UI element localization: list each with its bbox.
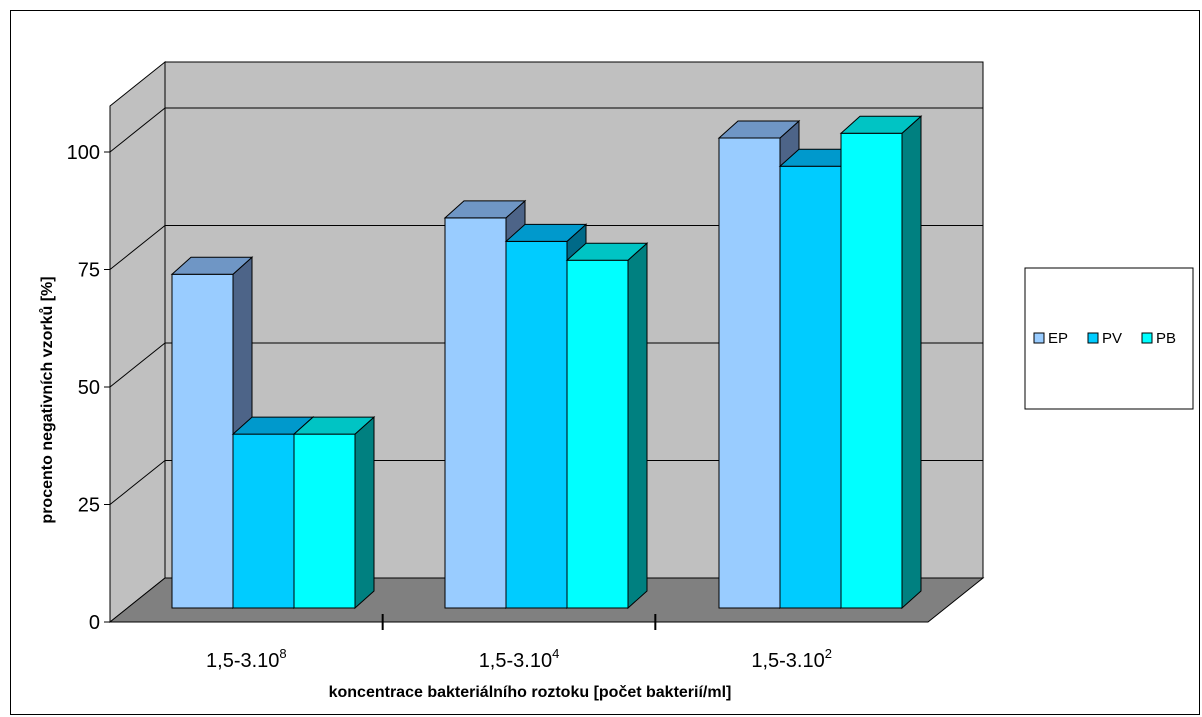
gridline-side [109, 225, 166, 270]
legend-swatch [1033, 332, 1045, 344]
bar-front [171, 273, 234, 609]
bar-top [839, 115, 923, 134]
bar-front [779, 165, 842, 609]
x-tick-label: 1,5-3.102 [751, 646, 832, 672]
y-axis-title: procento negativních vzorků [%] [39, 276, 56, 523]
x-tick-label: 1,5-3.108 [206, 646, 287, 672]
bar-top [504, 223, 588, 242]
y-tick-label: 50 [78, 377, 100, 399]
bar-top [292, 416, 376, 435]
bar-front [232, 433, 295, 609]
gridline-side [109, 460, 166, 505]
gridline-side [109, 107, 166, 153]
bar-front [840, 132, 903, 609]
bar-front [444, 217, 507, 609]
bar-top [565, 242, 649, 261]
y-tick-label: 75 [78, 260, 100, 282]
tick-labels: 0 25 50 75 100 1,5-3.108 1,5-3.104 1,5-3.102 [67, 142, 832, 672]
x-tick-label: 1,5-3.104 [479, 646, 560, 672]
legend-item-pv: PV [1087, 330, 1122, 347]
bar-side [354, 415, 375, 610]
bar-pb [292, 415, 376, 610]
legend-label: PV [1102, 330, 1122, 347]
legend-label: EP [1048, 330, 1068, 347]
bar-top [443, 200, 527, 219]
legend: EP PV PB [1024, 267, 1194, 410]
bar-top [170, 256, 254, 275]
bar-pb [565, 242, 649, 610]
y-tick-label: 25 [78, 495, 100, 517]
bar-pb [839, 115, 923, 610]
bars [170, 115, 923, 610]
y-tick-label: 100 [67, 142, 100, 164]
bar-side [901, 115, 922, 610]
legend-box [1024, 267, 1194, 410]
bar-front [718, 137, 781, 609]
bar-side [627, 242, 648, 610]
bar-top [717, 120, 801, 139]
y-tick-label: 0 [89, 612, 100, 634]
legend-item-ep: EP [1033, 330, 1068, 347]
bar-front [293, 433, 356, 609]
bar-front [505, 240, 568, 609]
legend-swatch [1087, 332, 1099, 344]
legend-swatch [1141, 332, 1153, 344]
legend-item-pb: PB [1141, 330, 1176, 347]
legend-label: PB [1156, 330, 1176, 347]
x-axis-title: koncentrace bakteriálního roztoku [počet… [329, 684, 732, 701]
bar-front [566, 259, 629, 609]
axes [104, 142, 928, 630]
gridline-side [109, 342, 166, 388]
